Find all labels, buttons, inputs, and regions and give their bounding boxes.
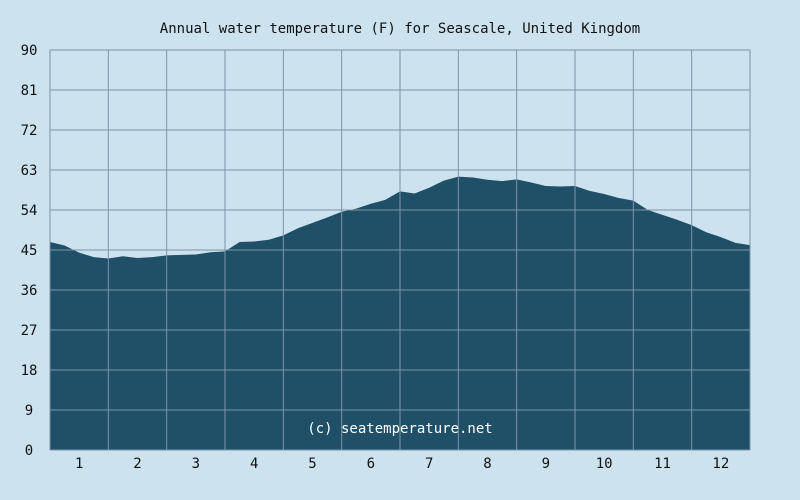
- y-tick-label: 63: [21, 163, 38, 179]
- credit-text: (c) seatemperature.net: [307, 421, 492, 437]
- y-tick-label: 90: [21, 43, 38, 59]
- x-tick-label: 8: [483, 456, 491, 472]
- y-tick-label: 18: [21, 363, 38, 379]
- chart-title: Annual water temperature (F) for Seascal…: [160, 21, 640, 37]
- x-tick-label: 9: [542, 456, 550, 472]
- y-tick-label: 81: [21, 83, 38, 99]
- y-tick-label: 54: [21, 203, 38, 219]
- x-tick-label: 7: [425, 456, 433, 472]
- x-tick-label: 10: [596, 456, 613, 472]
- y-tick-label: 36: [21, 283, 38, 299]
- y-tick-label: 72: [21, 123, 38, 139]
- x-tick-label: 4: [250, 456, 258, 472]
- x-tick-label: 1: [75, 456, 83, 472]
- y-tick-label: 27: [21, 323, 38, 339]
- y-tick-label: 45: [21, 243, 38, 259]
- y-tick-label: 0: [25, 443, 33, 459]
- x-tick-label: 5: [308, 456, 316, 472]
- plot-border: [49, 49, 751, 451]
- grid-layer: [49, 49, 751, 451]
- x-tick-label: 2: [133, 456, 141, 472]
- x-tick-label: 12: [712, 456, 729, 472]
- x-tick-label: 6: [367, 456, 375, 472]
- x-tick-label: 3: [192, 456, 200, 472]
- x-tick-label: 11: [654, 456, 671, 472]
- y-tick-label: 9: [25, 403, 33, 419]
